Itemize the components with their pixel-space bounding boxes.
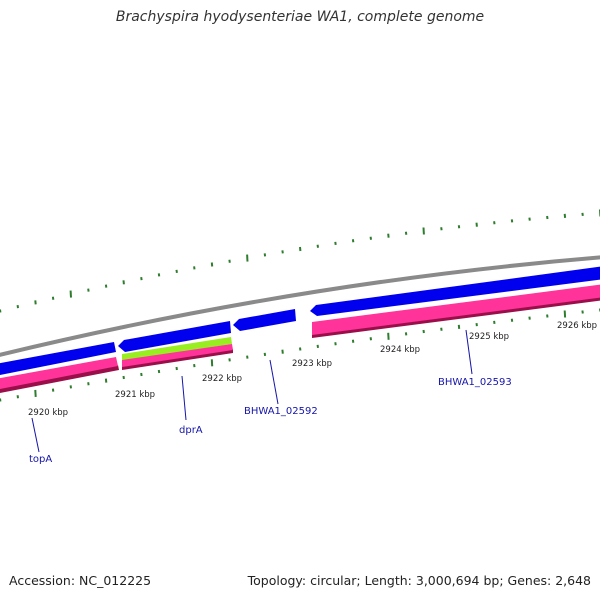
forward-gene-arrow[interactable] xyxy=(118,321,231,352)
scale-label: 2922 kbp xyxy=(202,374,242,384)
leader-line xyxy=(269,359,279,405)
forward-gene-arrow[interactable] xyxy=(310,266,600,316)
gene-label-bhwa1-02593[interactable]: BHWA1_02593 xyxy=(438,377,512,388)
leader-line xyxy=(31,417,40,453)
scale-label: 2921 kbp xyxy=(115,390,155,400)
highlight-gene-arrow[interactable] xyxy=(122,337,232,361)
gene-label-bhwa1-02592[interactable]: BHWA1_02592 xyxy=(244,406,318,417)
reverse-gene-shadow xyxy=(312,296,600,338)
leader-line xyxy=(465,329,473,375)
scale-label: 2925 kbp xyxy=(469,332,509,342)
reverse-gene-arrow[interactable] xyxy=(312,284,600,335)
forward-strand-track xyxy=(0,266,600,376)
scale-label: 2923 kbp xyxy=(292,359,332,369)
genome-backbone xyxy=(0,255,600,357)
reverse-gene-arrow[interactable] xyxy=(0,357,118,390)
accession-label: Accession: NC_012225 xyxy=(9,573,152,588)
scale-label: 2920 kbp xyxy=(28,408,68,418)
leader-line xyxy=(181,375,187,421)
scale-labels: 2920 kbp 2921 kbp 2922 kbp 2923 kbp 2924… xyxy=(28,321,597,418)
forward-gene-arrow[interactable] xyxy=(0,342,116,376)
gene-label-topA[interactable]: topA xyxy=(29,454,52,465)
upper-tick-track xyxy=(0,209,600,313)
lower-tick-track xyxy=(0,308,600,402)
gene-label-dprA[interactable]: dprA xyxy=(179,425,203,436)
map-title: Brachyspira hyodysenteriae WA1, complete… xyxy=(115,9,485,25)
scale-label: 2926 kbp xyxy=(557,321,597,331)
scale-label: 2924 kbp xyxy=(380,345,420,355)
forward-gene-arrow[interactable] xyxy=(233,309,296,331)
genome-summary: Topology: circular; Length: 3,000,694 bp… xyxy=(247,573,591,588)
reverse-gene-shadow xyxy=(0,365,119,394)
gene-labels: topA dprA BHWA1_02592 BHWA1_02593 xyxy=(29,329,512,465)
reverse-strand-track xyxy=(0,284,600,394)
reverse-gene-arrow[interactable] xyxy=(122,344,233,367)
